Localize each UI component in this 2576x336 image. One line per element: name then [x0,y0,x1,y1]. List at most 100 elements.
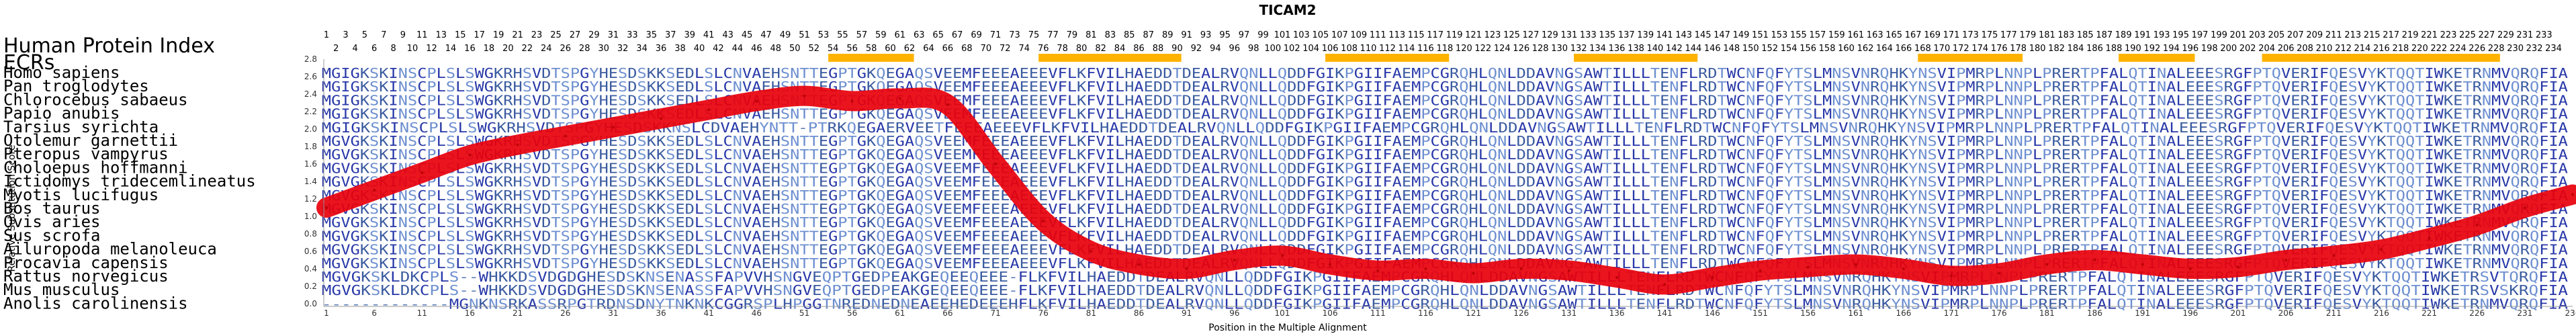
residue: L [1258,65,1268,81]
human-index-number: 146 [1704,44,1721,54]
human-index-number: 28 [579,44,590,54]
data-point [420,171,424,174]
residue: S [523,79,532,95]
residue: R [2520,65,2530,81]
residue: I [1293,296,1303,312]
residue: N [675,296,685,312]
residue: Y [1908,65,1918,81]
residue: H [1124,65,1134,81]
residue: D [1296,79,1306,95]
residue: G [1564,65,1574,81]
human-index-number: 192 [2143,44,2160,54]
human-index-number: 216 [2373,44,2390,54]
human-index-number: 13 [435,30,447,40]
human-index-number: 80 [1076,44,1087,54]
residue: I [389,79,398,95]
residue: Q [1765,65,1775,81]
residue: Q [876,65,885,81]
human-index-number: 100 [1264,44,1281,54]
residue: I [1930,296,1941,312]
residue: V [1096,65,1106,81]
residue: V [742,79,752,95]
residue: S [637,65,646,81]
human-index-number: 2 [333,44,339,54]
residue: R [1698,79,1708,95]
residue: I [1612,79,1622,95]
residue: F [1058,65,1067,81]
residue: V [742,65,752,81]
human-index-number: 66 [942,44,954,54]
species-name: Chlorocebus sabaeus [3,90,188,109]
residue: L [695,79,704,95]
x-tick-label: 166 [1896,308,1911,318]
data-point [1567,269,1570,272]
human-index-number: 156 [1800,44,1816,54]
residue: F [2243,65,2252,81]
residue: I [1106,79,1115,95]
human-index-number: 171 [1943,30,1960,40]
residue: E [1144,79,1153,95]
data-point [2571,193,2574,196]
data-point [325,206,328,209]
human-index-number: 21 [512,30,523,40]
human-index-number: 175 [1982,30,1998,40]
residue: N [1669,79,1679,95]
residue: G [1564,79,1574,95]
residue: G [1354,79,1364,95]
human-index-number: 180 [2029,44,2046,54]
human-index-number: 203 [2249,30,2266,40]
residue: K [360,65,369,81]
residue: E [2450,296,2460,312]
residue: G [331,65,341,81]
residue: C [1431,79,1440,95]
residue: - [351,296,361,312]
species-name: Pteropus vampyrus [3,144,169,163]
residue: Q [1278,79,1287,95]
residue: N [2004,65,2013,81]
x-tick-label: 31 [608,308,618,318]
residue: - [400,296,410,312]
human-index-number: 158 [1819,44,1836,54]
human-index-number: 194 [2163,44,2180,54]
residue: N [790,65,799,81]
species-name: Choloepus hoffmanni [3,158,188,177]
residue: N [1249,65,1258,81]
data-point [564,134,567,138]
x-tick-label: 211 [2326,308,2342,318]
human-index-number: 218 [2392,44,2409,54]
x-tick-label: 226 [2469,308,2485,318]
residue: Y [2362,296,2372,312]
residue: W [1593,65,1603,81]
human-index-number: 170 [1933,44,1950,54]
residue: D [1296,65,1306,81]
residue: H [599,65,609,81]
residue: T [2138,65,2147,81]
residue: N [1497,65,1507,81]
human-index-number: 115 [1408,30,1425,40]
residue: Q [2264,296,2274,312]
residue: L [2107,296,2117,312]
human-index-number: 103 [1293,30,1310,40]
human-index-number: 199 [2211,30,2227,40]
data-point [2380,248,2383,251]
residue: A [1165,296,1175,312]
residue: D [627,65,637,81]
human-index-number: 77 [1047,30,1059,40]
residue: K [379,79,388,95]
residue: F [1306,65,1316,81]
y-tick-label: 1.2 [304,194,317,204]
human-index-number: 8 [390,44,396,54]
residue: W [475,65,485,81]
residue: V [2281,65,2291,81]
residue: R [1698,65,1708,81]
human-index-number: 157 [1809,30,1826,40]
residue: S [704,79,713,95]
residue: P [2023,65,2033,81]
x-tick-label: 161 [1848,308,1863,318]
human-index-number: 31 [608,30,619,40]
residue: V [1545,65,1554,81]
residue: Q [1204,296,1214,312]
human-index-number: 161 [1847,30,1864,40]
